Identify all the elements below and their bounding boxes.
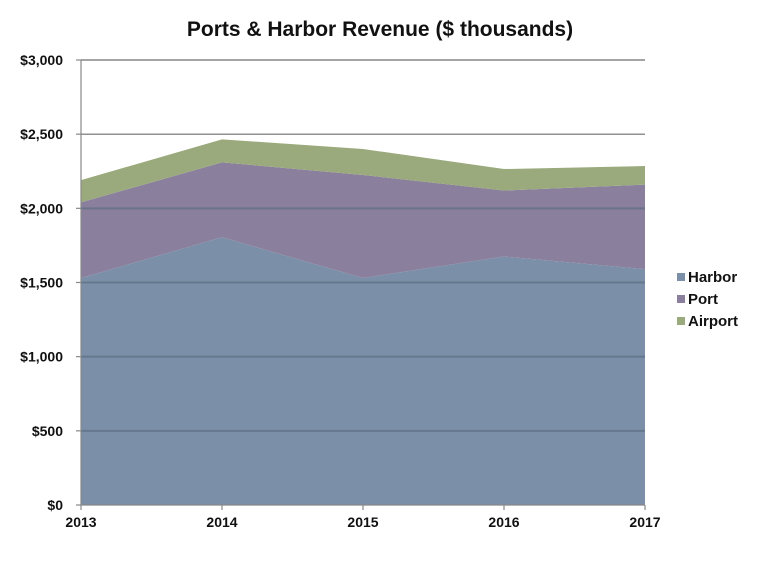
legend: Harbor Port Airport [677,266,738,332]
legend-item-harbor: Harbor [677,266,738,288]
legend-item-airport: Airport [677,310,738,332]
area-harbor [81,237,645,505]
gridlines [81,59,645,432]
chart-title: Ports & Harbor Revenue ($ thousands) [186,18,574,41]
y-tick-label: $2,000 [20,200,63,216]
y-tick-label: $500 [32,423,63,439]
y-tick-label: $0 [47,497,63,513]
series-areas [81,139,645,505]
legend-label: Port [688,290,718,308]
x-tick-label: 2014 [206,514,237,530]
legend-swatch [677,317,685,325]
y-tick-label: $2,500 [20,126,63,142]
x-tick-label: 2016 [488,514,519,530]
legend-label: Airport [688,312,738,330]
x-tick-label: 2013 [65,514,96,530]
area-port [81,162,645,279]
x-tick-labels: 2013 2014 2015 2016 2017 [65,514,660,530]
area-airport [81,139,645,203]
axes [76,59,646,510]
x-tick-label: 2017 [629,514,660,530]
y-tick-label: $1,000 [20,349,63,365]
y-tick-label: $3,000 [20,52,63,68]
y-tick-labels: $0 $500 $1,000 $1,500 $2,000 $2,500 $3,000 [20,52,63,513]
x-tick-label: 2015 [347,514,378,530]
legend-swatch [677,273,685,281]
y-tick-label: $1,500 [20,275,63,291]
legend-swatch [677,295,685,303]
legend-label: Harbor [688,268,738,286]
legend-item-port: Port [677,288,738,310]
